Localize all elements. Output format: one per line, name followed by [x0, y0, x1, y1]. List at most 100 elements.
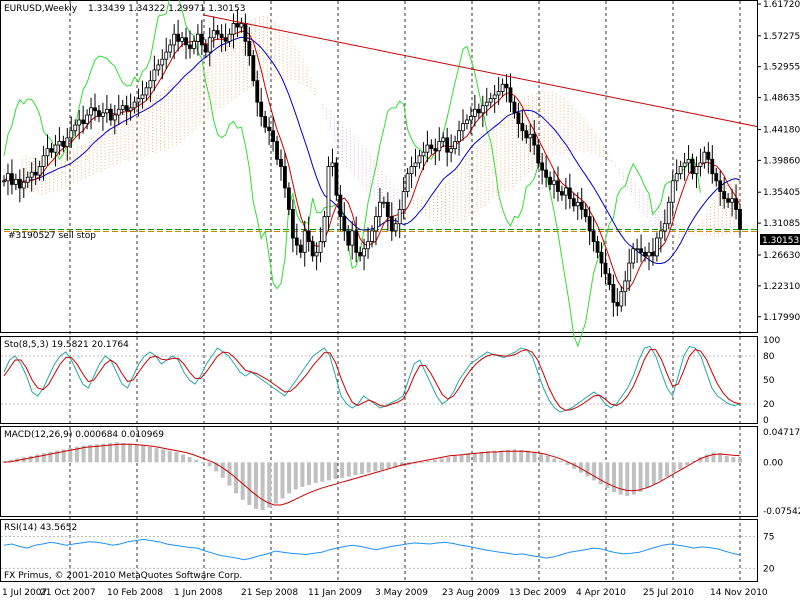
candle-body	[10, 173, 14, 185]
candle-body	[492, 94, 497, 99]
candle-body	[267, 126, 272, 132]
macd-histogram-bar	[68, 448, 73, 463]
candle-body	[500, 83, 505, 92]
candle-body	[722, 191, 727, 200]
candle-body	[184, 37, 188, 46]
candle-body	[734, 198, 738, 210]
candle-body	[678, 166, 683, 175]
candle-body	[112, 114, 117, 121]
candle-body	[180, 37, 184, 42]
candle-body	[615, 301, 620, 307]
macd-histogram-bar	[486, 451, 491, 463]
candle-body	[124, 105, 129, 112]
rsi-tick-label: 20	[763, 564, 775, 574]
macd-histogram-bar	[280, 462, 285, 499]
candle-body	[259, 101, 264, 117]
candle-body	[563, 187, 568, 196]
macd-histogram-bar	[108, 442, 113, 463]
candle-body	[619, 291, 624, 307]
macd-histogram-bar	[161, 449, 166, 463]
candle-body	[65, 137, 70, 147]
macd-histogram-bar	[134, 444, 139, 463]
candle-body	[488, 98, 493, 103]
macd-histogram-bar	[214, 462, 219, 472]
macd-histogram-bar	[307, 462, 312, 485]
macd-histogram-bar	[585, 462, 590, 477]
macd-histogram-bar	[293, 462, 298, 490]
candle-body	[706, 151, 711, 160]
candle-body	[480, 105, 485, 114]
vertical-grid	[69, 1, 741, 581]
macd-histogram-bar	[539, 453, 544, 463]
candle-body	[283, 166, 287, 189]
candle-body	[536, 144, 541, 164]
candle-body	[192, 40, 196, 49]
candle-body	[101, 112, 105, 117]
macd-histogram-bar	[240, 462, 245, 500]
candle-body	[89, 107, 93, 116]
candle-body	[583, 209, 588, 217]
candle-body	[417, 155, 422, 164]
candle-body	[544, 169, 549, 178]
macd-histogram-bar	[698, 457, 703, 463]
price-tick-label: 1.22310	[763, 282, 800, 292]
macd-histogram-bar	[55, 450, 60, 463]
macd-histogram-bar	[512, 449, 517, 463]
macd-histogram-bar	[691, 461, 696, 463]
macd-histogram-bar	[88, 444, 93, 463]
macd-histogram-bar	[658, 462, 663, 481]
candle-body	[235, 23, 240, 28]
rsi-layer	[1, 536, 757, 569]
candle-body	[540, 162, 545, 171]
macd-histogram-bar	[505, 450, 510, 463]
candle-body	[445, 137, 450, 153]
stoch-tick-label: 50	[763, 376, 775, 386]
candle-body	[302, 230, 307, 253]
candle-body	[322, 216, 327, 242]
stoch-tick-label: 100	[763, 336, 780, 346]
candle-body	[156, 64, 161, 71]
macd-histogram-bar	[174, 451, 179, 463]
candle-body	[310, 241, 315, 257]
candle-body	[595, 241, 600, 253]
candle-body	[354, 230, 359, 253]
candle-body	[97, 110, 101, 117]
macd-histogram-bar	[558, 461, 563, 463]
macd-histogram-bar	[373, 462, 378, 472]
candle-body	[441, 137, 446, 142]
macd-histogram-bar	[366, 462, 371, 473]
candle-body	[223, 37, 228, 42]
macd-histogram-bar	[386, 462, 391, 469]
candle-body	[528, 133, 533, 139]
candle-body	[362, 248, 366, 257]
candle-body	[152, 69, 157, 82]
candle-body	[306, 230, 311, 242]
price-tick-label: 1.26630	[763, 251, 800, 261]
candle-body	[21, 181, 26, 189]
candle-body	[476, 108, 481, 114]
macd-histogram-bar	[94, 444, 99, 463]
candle-body	[41, 155, 46, 167]
macd-histogram-bar	[598, 462, 603, 485]
candle-body	[69, 130, 74, 139]
candle-body	[670, 180, 675, 203]
macd-histogram-bar	[731, 457, 736, 463]
candle-body	[389, 216, 394, 232]
candle-body	[195, 33, 200, 42]
price-tick-label: 1.48635	[763, 94, 800, 104]
candle-body	[413, 162, 418, 167]
stoch-title: Sto(8,5,3) 19.5821 20.1764	[4, 340, 129, 350]
candle-body	[148, 80, 153, 89]
rsi-title: RSI(14) 43.5652	[4, 523, 77, 533]
candle-body	[271, 130, 275, 142]
macd-histogram-bar	[326, 462, 331, 481]
candle-body	[469, 116, 473, 121]
candle-body	[243, 23, 248, 42]
time-axis-label: 21 Sep 2008	[241, 588, 298, 598]
price-tick-label: 1.17990	[763, 313, 800, 323]
candle-body	[334, 162, 339, 196]
candle-body	[13, 178, 18, 185]
candle-body	[504, 83, 509, 89]
macd-histogram-bar	[227, 462, 232, 486]
candle-body	[6, 173, 10, 182]
